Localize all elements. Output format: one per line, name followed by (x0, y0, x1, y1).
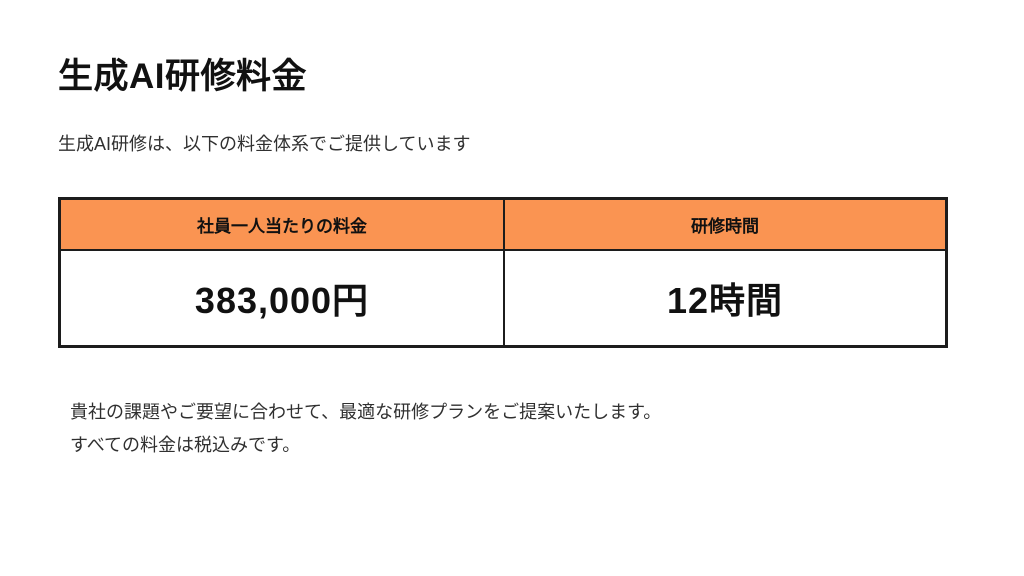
pricing-table: 社員一人当たりの料金 研修時間 383,000円 12時間 (58, 197, 948, 348)
table-row: 383,000円 12時間 (61, 251, 945, 345)
table-header-training-hours: 研修時間 (503, 200, 945, 249)
table-header-row: 社員一人当たりの料金 研修時間 (61, 200, 945, 251)
note-custom-plan: 貴社の課題やご要望に合わせて、最適な研修プランをご提案いたします。 (70, 402, 662, 422)
page-title: 生成AI研修料金 (58, 57, 308, 96)
note-tax-included: すべての料金は税込みです。 (70, 435, 301, 455)
table-cell-price: 383,000円 (194, 280, 370, 321)
footnotes: 貴社の課題やご要望に合わせて、最適な研修プランをご提案いたします。 すべての料金… (70, 396, 661, 462)
table-header-price-per-employee: 社員一人当たりの料金 (197, 217, 367, 236)
table-cell-hours: 12時間 (503, 251, 945, 345)
slide-subtitle: 生成AI研修は、以下の料金体系でご提供しています (58, 134, 471, 154)
